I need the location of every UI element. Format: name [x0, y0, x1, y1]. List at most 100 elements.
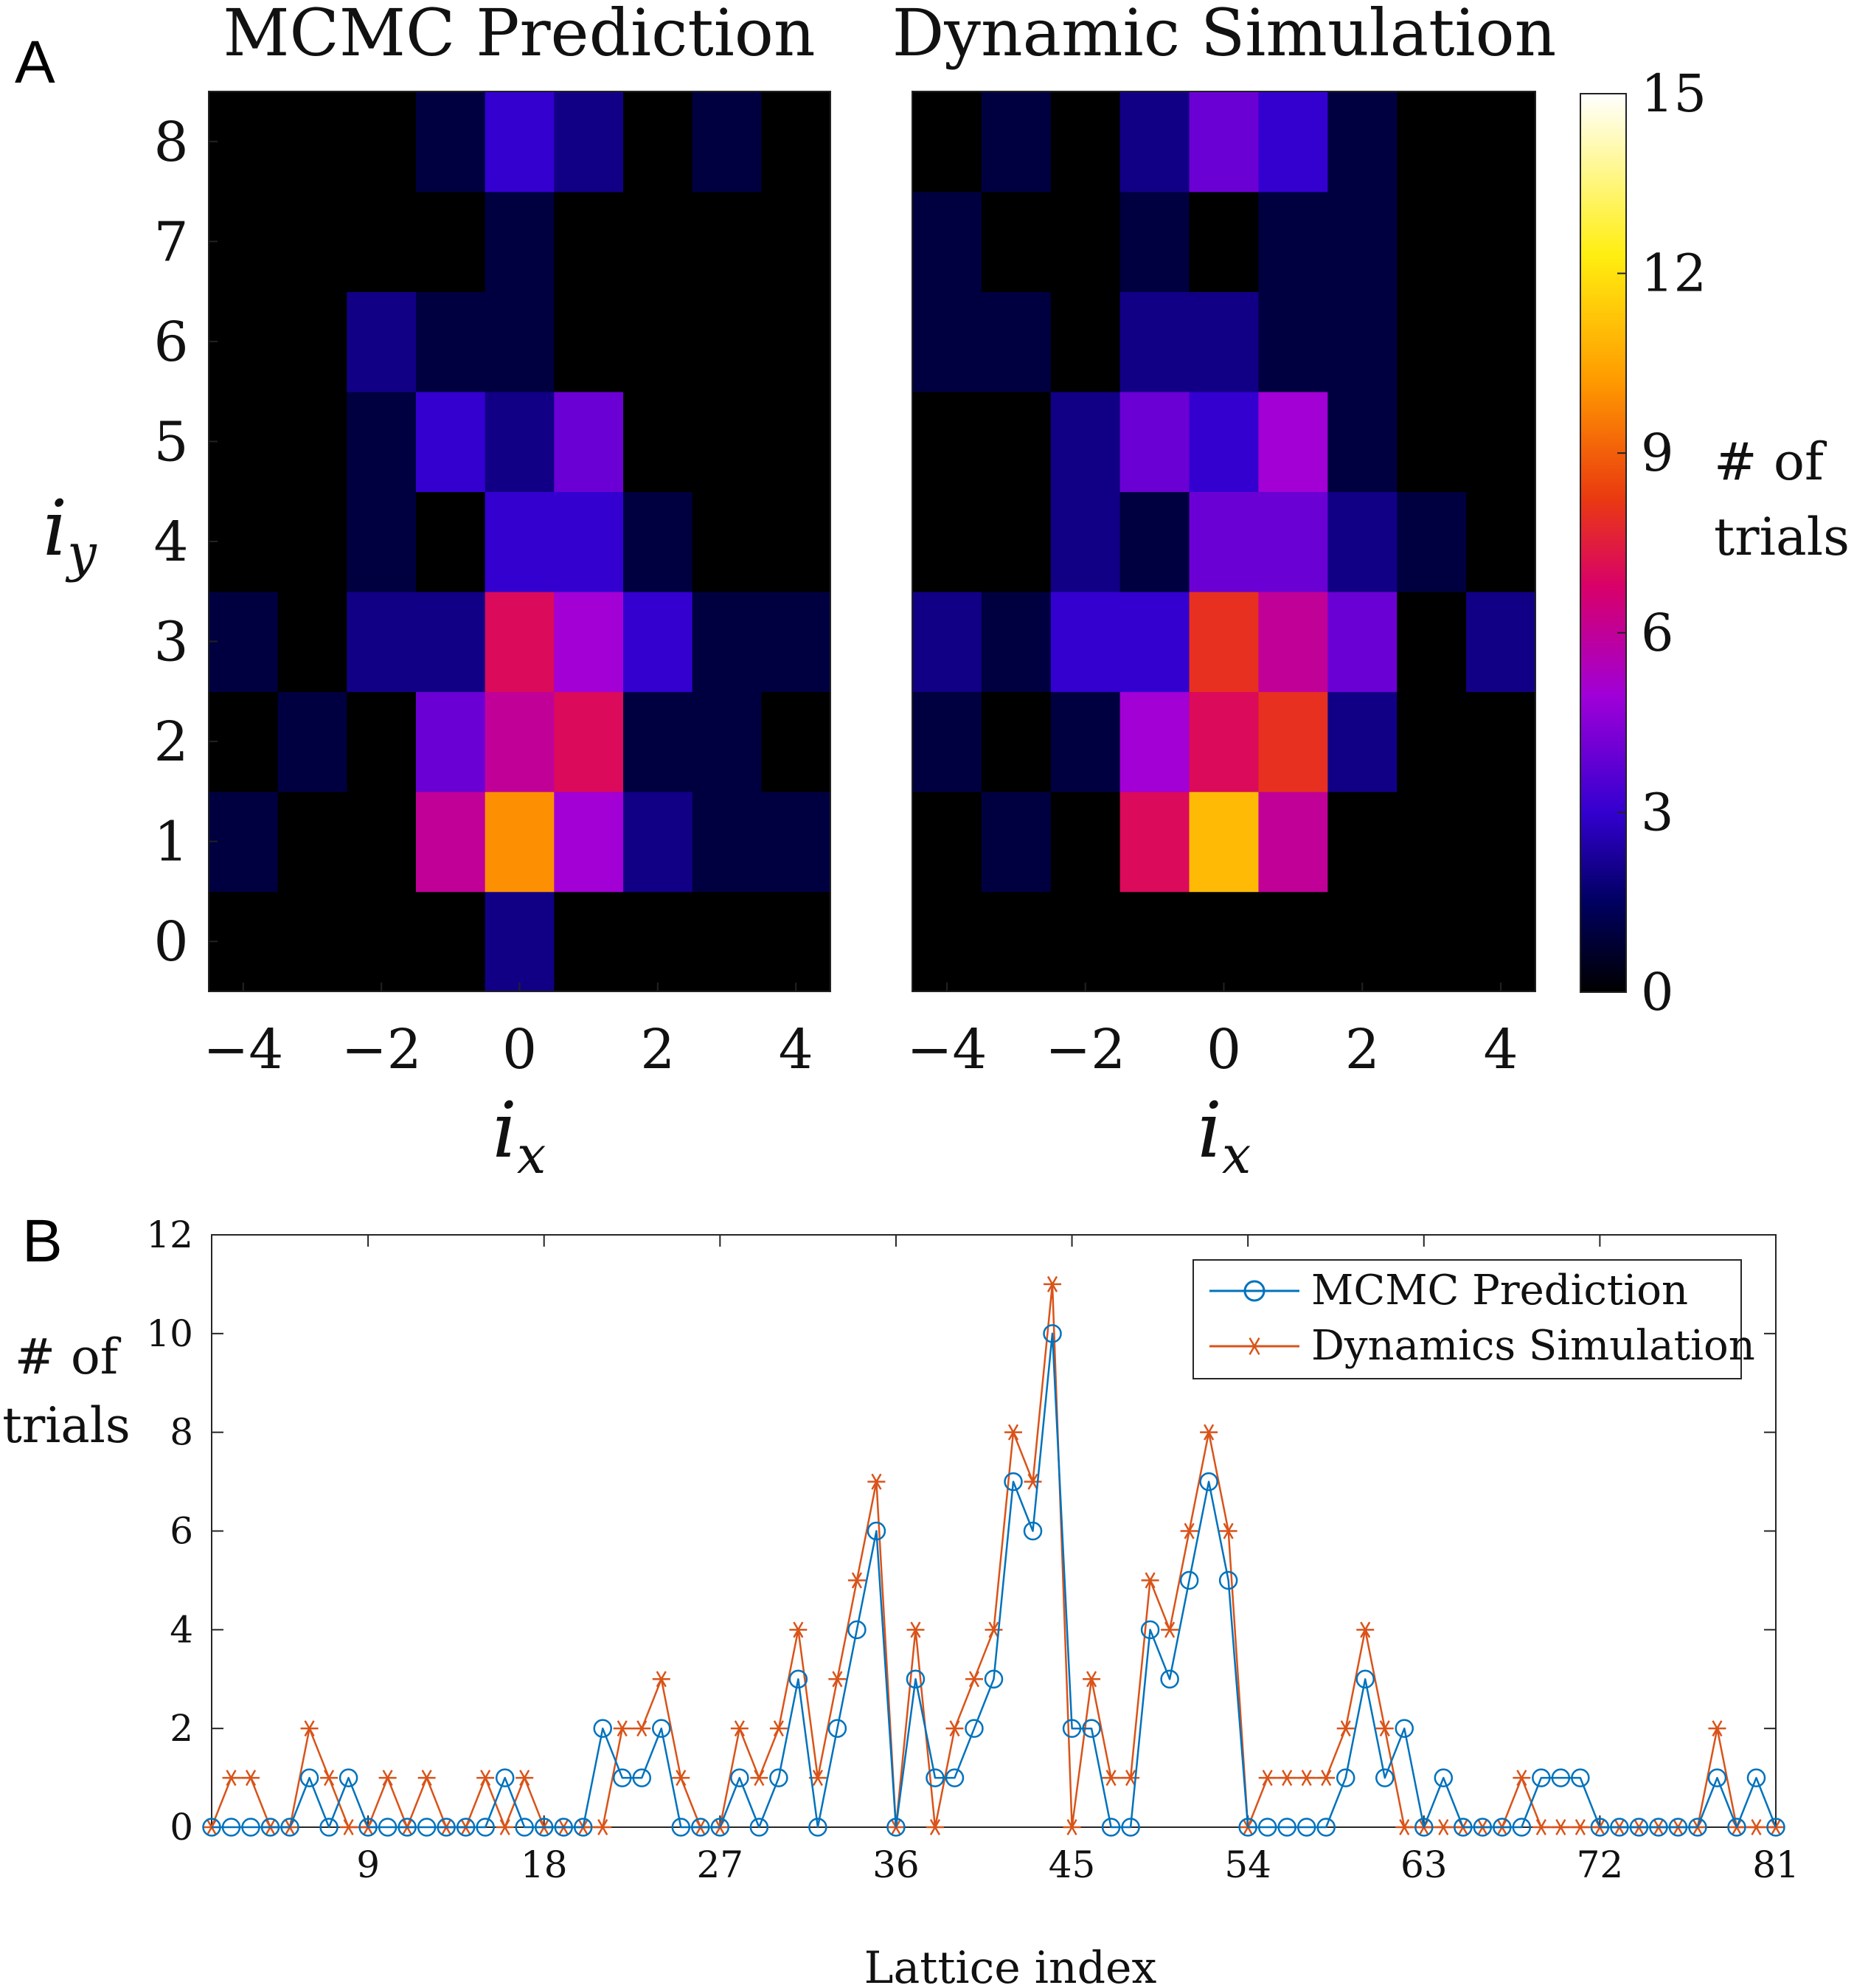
heatmap-cell — [981, 91, 1052, 193]
colorbar-tick-label: 9 — [1641, 423, 1674, 483]
heatmap-cell — [692, 91, 763, 193]
line-chart-ylabel-line1: # of — [15, 1329, 122, 1385]
x-tick-label: 36 — [872, 1843, 920, 1886]
mcmc-point — [1082, 1719, 1101, 1738]
heatmap-cell — [1050, 491, 1121, 592]
heatmap-cell — [623, 491, 693, 592]
mcmc-point — [926, 1768, 945, 1787]
heatmap-cell — [692, 191, 763, 292]
y-tick-label: 8 — [170, 1411, 193, 1454]
heatmap-cell — [416, 91, 486, 193]
x-tick-label: 54 — [1224, 1843, 1271, 1886]
heatmap-cell — [761, 791, 831, 893]
heatmap-cell — [912, 291, 982, 392]
dynamics-point — [1532, 1818, 1550, 1836]
mcmc-point — [1454, 1818, 1473, 1837]
heatmap-cell — [761, 491, 831, 592]
heatmap-cell — [1327, 491, 1398, 592]
x-tick-label: −2 — [1045, 1018, 1125, 1081]
mcmc-point — [808, 1818, 827, 1837]
legend: MCMC Prediction Dynamics Simulation — [1192, 1259, 1755, 1379]
y-tick-label: 5 — [153, 410, 188, 474]
dynamics-point — [945, 1720, 964, 1737]
mcmc-point — [867, 1521, 886, 1541]
heatmap-cell — [761, 591, 831, 693]
mcmc-point — [1199, 1472, 1218, 1492]
heatmap-cell — [277, 391, 348, 493]
dynamics-point — [594, 1818, 612, 1836]
mcmc-point — [456, 1818, 476, 1837]
y-tick-label: 2 — [153, 710, 188, 774]
x-tick-label: 4 — [779, 1018, 813, 1081]
heatmap-cell — [1050, 291, 1121, 392]
dynamics-point — [985, 1621, 1003, 1638]
dynamics-point — [867, 1473, 886, 1490]
mcmc-point — [1062, 1719, 1082, 1738]
heatmap-cell — [692, 791, 763, 893]
heatmap-cell — [912, 191, 982, 292]
x-tick-label: 63 — [1400, 1843, 1448, 1886]
heatmap-cell — [416, 291, 486, 392]
dynamics-point — [1747, 1818, 1766, 1836]
dynamics-point — [320, 1770, 338, 1787]
heatmap-ylabel: iy — [43, 483, 97, 583]
heatmap-mcmc-cells — [209, 91, 831, 992]
heatmap-cell — [692, 691, 763, 792]
mcmc-point — [827, 1719, 847, 1738]
heatmap-cell — [761, 91, 831, 193]
heatmap-cell — [1050, 891, 1121, 992]
mcmc-point — [1179, 1570, 1199, 1590]
x-tick-label: 0 — [502, 1018, 537, 1081]
heatmap-cell — [1189, 191, 1260, 292]
heatmap-cell — [1119, 191, 1190, 292]
dynamics-point — [1004, 1424, 1023, 1441]
heatmap-cell — [209, 691, 279, 792]
legend-box — [1192, 1259, 1742, 1379]
heatmap-cell — [1397, 591, 1467, 693]
mcmc-point — [749, 1818, 769, 1837]
heatmap-cell — [485, 491, 555, 592]
mcmc-point — [515, 1818, 534, 1837]
heatmap-cell — [347, 391, 417, 493]
mcmc-point — [1004, 1472, 1023, 1492]
heatmap-cell — [277, 891, 348, 992]
dynamics-point — [1434, 1818, 1453, 1836]
x-tick-label: 81 — [1752, 1843, 1799, 1886]
mcmc-point — [1746, 1768, 1766, 1787]
heatmap-cell — [209, 891, 279, 992]
mcmc-point — [1218, 1570, 1238, 1590]
x-tick-label: 2 — [640, 1018, 675, 1081]
heatmap-cell — [981, 791, 1052, 893]
heatmap-cell — [1189, 791, 1260, 893]
heatmap-cell — [1397, 491, 1467, 592]
heatmap-cell — [692, 391, 763, 493]
dynamics-point — [633, 1720, 651, 1737]
mcmc-point — [378, 1818, 397, 1837]
heatmap-cell — [623, 691, 693, 792]
mcmc-point — [886, 1818, 906, 1837]
colorbar: 0 3 6 9 12 15 # of trials — [1580, 63, 1850, 1022]
heatmap-cell — [912, 691, 982, 792]
heatmap-cell — [1466, 691, 1536, 792]
heatmap-cell — [623, 291, 693, 392]
heatmap-cell — [1050, 91, 1121, 193]
mcmc-point — [593, 1719, 612, 1738]
mcmc-point — [613, 1768, 632, 1787]
y-tick-label: 6 — [170, 1510, 193, 1553]
dynamics-point — [1317, 1770, 1336, 1787]
heatmap-cell — [209, 791, 279, 893]
heatmap-cell — [623, 391, 693, 493]
heatmap-cell — [485, 91, 555, 193]
y-tick-label: 1 — [153, 811, 188, 874]
x-tick-label: 45 — [1049, 1843, 1096, 1886]
heatmap-cell — [1466, 391, 1536, 493]
line-chart-ylabel-line2: trials — [2, 1397, 131, 1454]
line-chart-series — [202, 1275, 1785, 1837]
mcmc-point — [437, 1818, 456, 1837]
heatmap-cell — [623, 191, 693, 292]
dynamics-point — [1375, 1720, 1394, 1737]
heatmap-cell — [1258, 291, 1329, 392]
dynamics-point — [730, 1720, 749, 1737]
heatmap-cell — [416, 491, 486, 592]
heatmap-cell — [347, 691, 417, 792]
